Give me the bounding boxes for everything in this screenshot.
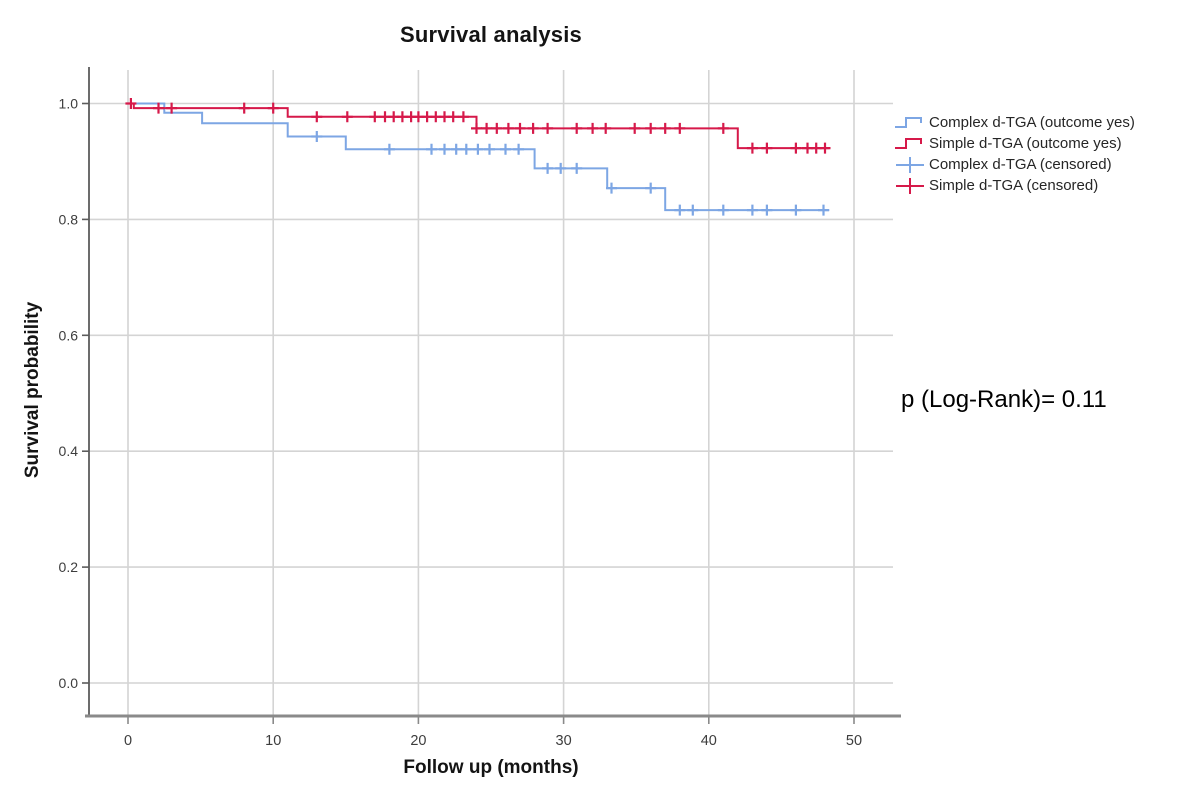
y-tick-label: 0.6 [59, 327, 79, 343]
survival-curve [128, 102, 830, 212]
censor-mark [457, 111, 469, 123]
legend-item: Complex d-TGA (outcome yes) [894, 112, 1135, 133]
legend-item: Complex d-TGA (censored) [894, 154, 1135, 175]
censor-mark [500, 143, 511, 155]
censor-mark [481, 122, 493, 134]
censor-mark [447, 111, 459, 123]
censor-mark [761, 142, 773, 154]
censor-mark [717, 204, 729, 216]
x-tick-label: 20 [410, 733, 426, 749]
censor-mark [267, 102, 279, 114]
censor-mark [674, 204, 686, 216]
step-line-icon [895, 116, 922, 128]
censor-mark [571, 162, 583, 174]
censor-mark [450, 143, 462, 155]
censor-plus-icon [896, 156, 924, 173]
y-tick-label: 0.4 [59, 443, 79, 459]
step-line-icon [895, 137, 922, 149]
censor-mark [238, 102, 250, 114]
x-tick-label: 30 [556, 733, 572, 749]
y-axis-label: Survival probability [22, 301, 43, 479]
y-tick-label: 0.2 [59, 559, 79, 575]
legend-label: Complex d-TGA (censored) [929, 156, 1112, 173]
legend-item: Simple d-TGA (outcome yes) [894, 133, 1135, 154]
legend-item: Simple d-TGA (censored) [894, 175, 1135, 196]
censor-mark [460, 143, 472, 155]
censor-mark [674, 122, 686, 134]
x-axis-label: Follow up (months) [403, 757, 579, 778]
legend-label: Simple d-TGA (outcome yes) [929, 135, 1122, 152]
censor-mark [166, 102, 178, 114]
censor-mark [426, 143, 437, 155]
censor-mark [571, 122, 583, 134]
x-tick-label: 40 [701, 733, 717, 749]
y-tick-label: 0.8 [59, 211, 79, 227]
censor-mark [153, 102, 164, 114]
legend-label: Complex d-TGA (outcome yes) [929, 114, 1135, 131]
chart-title: Survival analysis [400, 22, 582, 47]
censor-mark [645, 122, 657, 134]
censor-mark [687, 204, 699, 216]
censor-mark [513, 143, 525, 155]
censor-mark [555, 162, 567, 174]
censor-mark [472, 143, 484, 155]
x-tick-label: 50 [846, 733, 862, 749]
censor-plus-icon [896, 177, 924, 194]
censor-mark [606, 182, 617, 194]
x-tick-label: 0 [124, 733, 132, 749]
censor-mark [819, 142, 831, 154]
censor-mark [717, 122, 729, 134]
censor-mark [471, 122, 482, 134]
censor-mark [369, 111, 381, 123]
censor-mark [761, 204, 773, 216]
censor-mark [600, 122, 612, 134]
censor-mark [542, 162, 554, 174]
censor-mark [818, 204, 829, 216]
censor-mark [746, 204, 758, 216]
censor-mark [383, 143, 395, 155]
censor-mark [659, 122, 671, 134]
censor-mark [491, 122, 503, 134]
censor-mark [439, 143, 450, 155]
y-tick-label: 1.0 [59, 96, 79, 112]
p-value-annotation: p (Log-Rank)= 0.11 [901, 386, 1107, 413]
legend-label: Simple d-TGA (censored) [929, 177, 1099, 194]
censor-mark [746, 142, 758, 154]
censor-mark [502, 122, 514, 134]
censor-mark [587, 122, 599, 134]
censor-mark [311, 111, 323, 123]
censor-mark [125, 98, 137, 109]
censor-mark [645, 182, 657, 194]
censor-mark [514, 122, 526, 134]
x-tick-label: 10 [265, 733, 281, 749]
censor-mark [527, 122, 539, 134]
censor-mark [542, 122, 554, 134]
censor-mark [790, 204, 802, 216]
legend: Complex d-TGA (outcome yes) Simple d-TGA … [894, 112, 1135, 196]
censor-mark [341, 111, 353, 123]
censor-mark [311, 131, 323, 142]
censor-mark [484, 143, 495, 155]
censor-mark [790, 142, 802, 154]
censor-mark [629, 122, 641, 134]
y-tick-label: 0.0 [59, 675, 79, 691]
